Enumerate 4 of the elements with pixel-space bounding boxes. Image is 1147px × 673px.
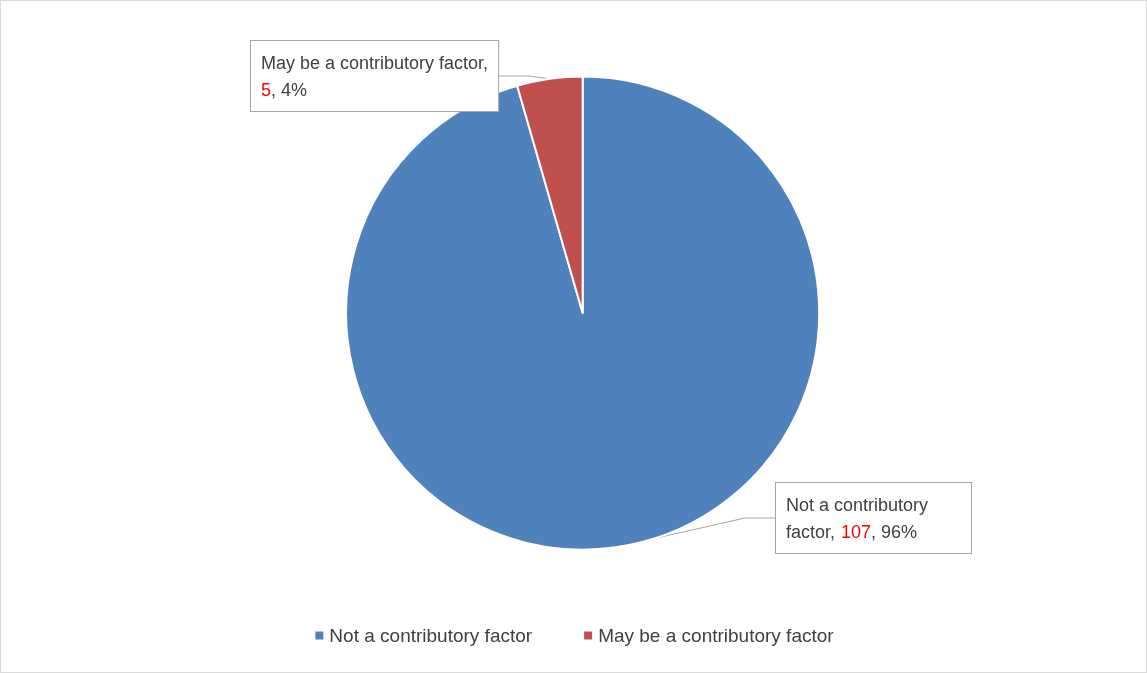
legend-label: May be a contributory factor [598, 625, 835, 646]
data-label: May be a contributory factor, 5, 4% [261, 52, 489, 100]
legend-label: Not a contributory factor [329, 625, 533, 646]
data-label: Not a contributory factor, 107, 96% [786, 494, 934, 542]
